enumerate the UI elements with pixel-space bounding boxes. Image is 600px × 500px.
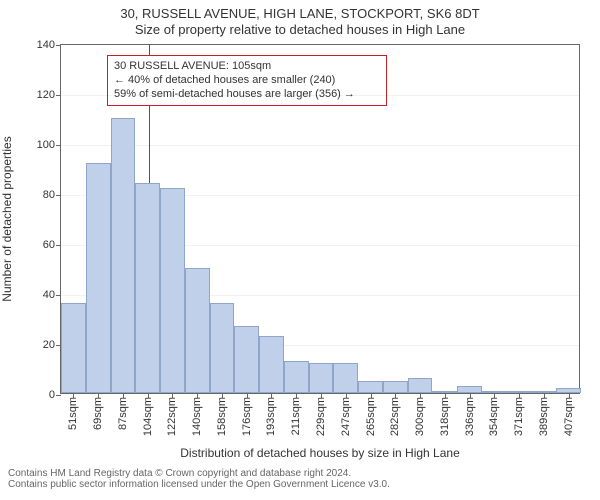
- x-tick-label: 318sqm: [439, 397, 451, 436]
- y-tick-label: 0: [49, 389, 61, 401]
- x-tick-label: 229sqm: [315, 397, 327, 436]
- annotation-box: 30 RUSSELL AVENUE: 105sqm ← 40% of detac…: [107, 55, 387, 106]
- x-tick-label: 300sqm: [414, 397, 426, 436]
- y-tick-label: 60: [43, 239, 61, 251]
- x-tick-label: 247sqm: [340, 397, 352, 436]
- x-axis-label: Distribution of detached houses by size …: [60, 446, 580, 460]
- histogram-bar: [284, 361, 309, 394]
- x-tick-label: 282sqm: [389, 397, 401, 436]
- y-tick-label: 120: [37, 89, 61, 101]
- y-axis-label: Number of detached properties: [0, 136, 14, 301]
- histogram-bar: [111, 118, 136, 393]
- x-tick-label: 176sqm: [241, 397, 253, 436]
- footer-line: Contains HM Land Registry data © Crown c…: [8, 468, 592, 479]
- histogram-bar: [210, 303, 235, 393]
- x-tick-label: 51sqm: [67, 397, 79, 430]
- histogram-bar: [135, 183, 160, 393]
- chart-title-line2: Size of property relative to detached ho…: [0, 22, 600, 37]
- x-tick-label: 122sqm: [166, 397, 178, 436]
- y-tick-label: 100: [37, 139, 61, 151]
- annotation-line: 30 RUSSELL AVENUE: 105sqm: [114, 60, 380, 74]
- x-tick-label: 354sqm: [488, 397, 500, 436]
- histogram-bar: [259, 336, 284, 394]
- footer: Contains HM Land Registry data © Crown c…: [8, 468, 592, 490]
- histogram-bar: [309, 363, 334, 393]
- histogram-bar: [358, 381, 383, 394]
- y-tick-label: 20: [43, 339, 61, 351]
- y-tick-label: 80: [43, 189, 61, 201]
- histogram-bar: [457, 386, 482, 394]
- y-tick-label: 140: [37, 39, 61, 51]
- x-tick-label: 69sqm: [92, 397, 104, 430]
- footer-line: Contains public sector information licen…: [8, 479, 592, 490]
- chart-container: 30, RUSSELL AVENUE, HIGH LANE, STOCKPORT…: [0, 0, 600, 500]
- y-gridline: [61, 145, 579, 146]
- histogram-bar: [185, 268, 210, 393]
- histogram-bar: [61, 303, 86, 393]
- x-tick-label: 265sqm: [365, 397, 377, 436]
- x-tick-label: 407sqm: [563, 397, 575, 436]
- histogram-bar: [333, 363, 358, 393]
- x-tick-label: 158sqm: [216, 397, 228, 436]
- x-tick-label: 371sqm: [513, 397, 525, 436]
- histogram-bar: [86, 163, 111, 393]
- histogram-bar: [160, 188, 185, 393]
- x-tick-label: 140sqm: [191, 397, 203, 436]
- annotation-line: ← 40% of detached houses are smaller (24…: [114, 74, 380, 88]
- y-gridline: [61, 95, 579, 96]
- histogram-bar: [383, 381, 408, 394]
- x-tick-label: 104sqm: [142, 397, 154, 436]
- x-tick-label: 193sqm: [265, 397, 277, 436]
- x-tick-label: 389sqm: [538, 397, 550, 436]
- y-tick-label: 40: [43, 289, 61, 301]
- plot-area: 30 RUSSELL AVENUE: 105sqm ← 40% of detac…: [60, 44, 580, 394]
- x-tick-label: 87sqm: [117, 397, 129, 430]
- chart-title-line1: 30, RUSSELL AVENUE, HIGH LANE, STOCKPORT…: [0, 6, 600, 21]
- x-tick-label: 336sqm: [464, 397, 476, 436]
- histogram-bar: [408, 378, 433, 393]
- histogram-bar: [234, 326, 259, 394]
- x-tick-label: 211sqm: [290, 397, 302, 435]
